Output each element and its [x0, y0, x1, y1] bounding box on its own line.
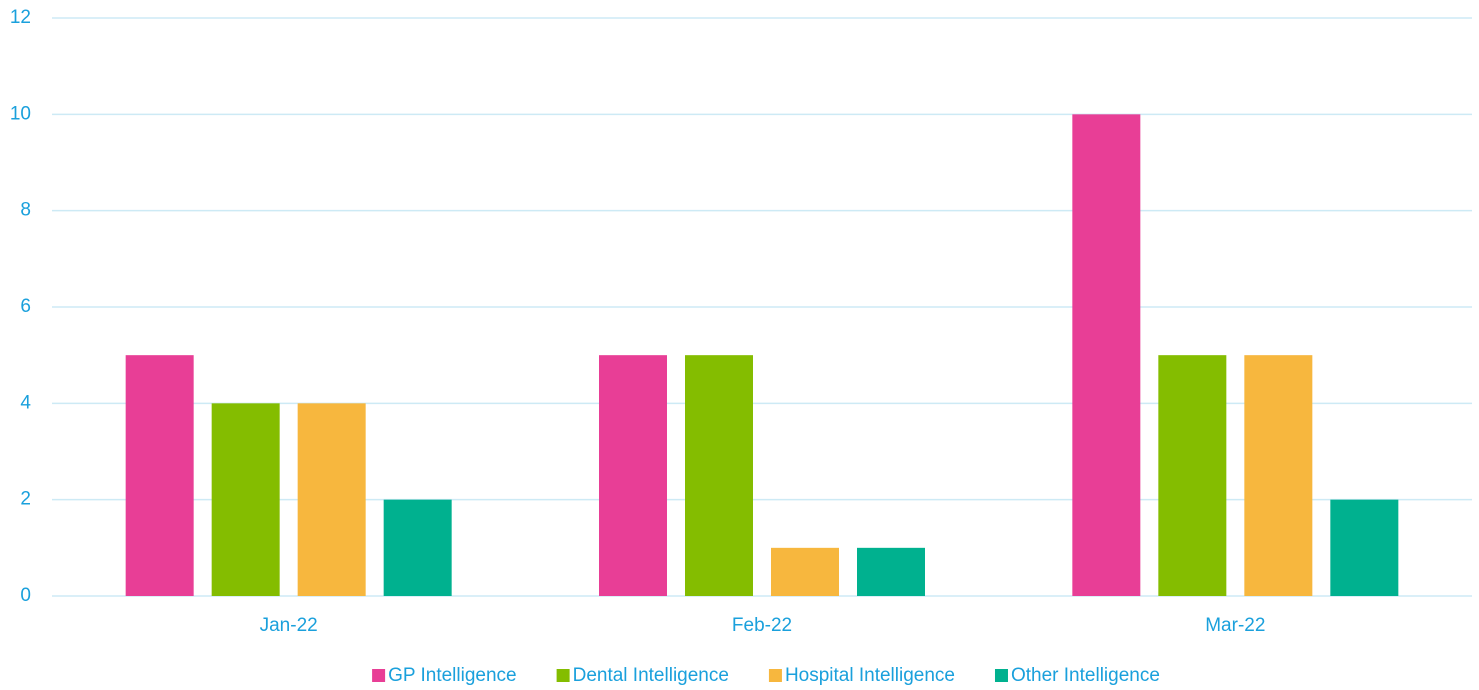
bar [383, 499, 452, 596]
legend-swatch [372, 669, 386, 682]
y-tick-label: 0 [20, 585, 31, 606]
bar [599, 355, 667, 596]
y-tick-label: 8 [20, 200, 31, 221]
bar [125, 355, 194, 596]
x-tick-label: Mar-22 [1205, 615, 1265, 636]
legend-swatch [768, 669, 782, 682]
legend-swatch [994, 669, 1008, 682]
y-tick-label: 10 [10, 103, 31, 124]
legend-label: Dental Intelligence [573, 665, 729, 686]
x-tick-label: Feb-22 [732, 615, 792, 636]
y-tick-label: 4 [20, 392, 31, 413]
bar [685, 355, 753, 596]
legend-label: GP Intelligence [388, 665, 517, 686]
bar [211, 403, 280, 596]
y-tick-label: 2 [20, 489, 31, 510]
bar [857, 547, 925, 596]
legend-swatch [556, 669, 570, 682]
bar [1072, 114, 1141, 596]
y-tick-label: 6 [20, 296, 31, 317]
legend-label: Hospital Intelligence [785, 665, 955, 686]
bar [1244, 355, 1313, 596]
bar [771, 547, 839, 596]
legend-label: Other Intelligence [1011, 665, 1160, 686]
y-tick-label: 12 [10, 7, 31, 28]
x-tick-label: Jan-22 [260, 615, 318, 636]
bar [1330, 499, 1399, 596]
bar [1158, 355, 1227, 596]
bar [297, 403, 366, 596]
